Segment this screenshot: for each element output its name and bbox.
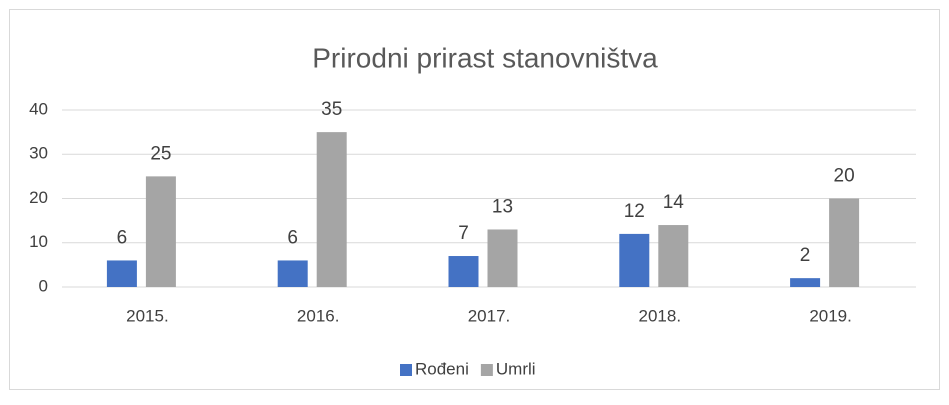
bar [145, 176, 176, 287]
data-label: 2 [800, 245, 811, 266]
bar [277, 260, 308, 287]
data-label: 35 [321, 99, 342, 120]
y-tick-label: 20 [29, 188, 48, 207]
y-tick-label: 40 [29, 99, 48, 118]
bar [619, 233, 650, 287]
data-label: 20 [834, 166, 855, 187]
bar [448, 256, 479, 287]
legend-swatch [480, 364, 493, 376]
bar [106, 260, 137, 287]
y-tick-label: 10 [29, 232, 48, 251]
legend-label: Umrli [496, 359, 536, 378]
data-label: 12 [624, 201, 645, 222]
x-tick-label: 2019. [809, 306, 852, 325]
chart-title: Prirodni prirast stanovništva [312, 42, 658, 73]
x-tick-label: 2015. [126, 306, 169, 325]
data-label: 25 [150, 143, 171, 164]
legend-swatch [400, 364, 412, 376]
y-tick-label: 30 [29, 144, 48, 163]
x-tick-label: 2018. [639, 306, 682, 325]
data-label: 7 [458, 223, 469, 244]
data-label: 6 [117, 227, 128, 248]
data-label: 14 [663, 192, 685, 213]
y-tick-label: 0 [39, 276, 48, 295]
legend-label: Rođeni [415, 359, 469, 378]
bar [790, 278, 821, 287]
bar [487, 229, 518, 287]
x-tick-label: 2017. [468, 306, 511, 325]
bar [829, 198, 860, 287]
bar [316, 132, 347, 287]
x-tick-label: 2016. [297, 306, 340, 325]
data-label: 13 [492, 196, 513, 217]
bar [658, 225, 689, 287]
data-label: 6 [287, 227, 298, 248]
